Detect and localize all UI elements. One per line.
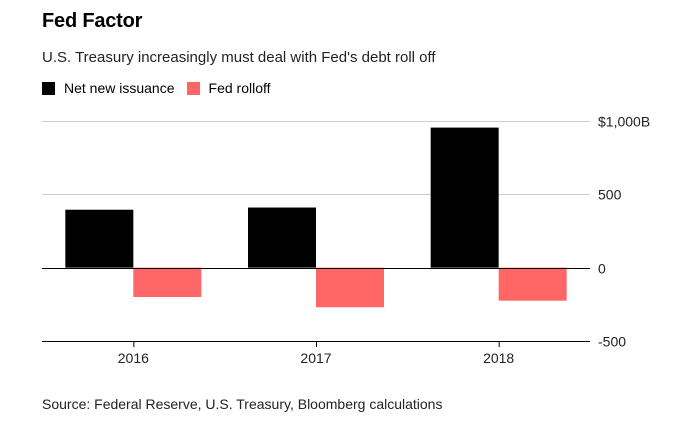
x-tick-label: 2016 <box>118 350 149 366</box>
x-tick-label: 2017 <box>300 350 331 366</box>
bar-fed-rolloff-2016 <box>133 267 202 297</box>
bar-net-new-issuance-2016 <box>65 209 134 268</box>
y-tick-label: -500 <box>598 334 626 350</box>
legend: Net new issuance Fed rolloff <box>42 80 283 96</box>
x-tick-label: 2018 <box>483 350 514 366</box>
bar-fed-rolloff-2017 <box>316 267 384 308</box>
chart-title: Fed Factor <box>42 10 143 32</box>
source-note: Source: Federal Reserve, U.S. Treasury, … <box>42 396 443 412</box>
legend-swatch-net-new-issuance <box>42 81 55 95</box>
legend-item-net-new-issuance: Net new issuance <box>42 80 175 96</box>
y-tick-label: $1,000B <box>598 114 650 130</box>
y-tick-label: 500 <box>598 187 622 203</box>
y-tick-label: 0 <box>598 261 606 277</box>
legend-swatch-fed-rolloff <box>186 81 200 95</box>
bar-net-new-issuance-2018 <box>430 127 499 268</box>
legend-item-fed-rolloff: Fed rolloff <box>186 80 271 96</box>
bar-net-new-issuance-2017 <box>248 207 316 268</box>
legend-label-net-new-issuance: Net new issuance <box>64 80 175 96</box>
legend-label-fed-rolloff: Fed rolloff <box>208 80 271 96</box>
chart-subtitle: U.S. Treasury increasingly must deal wit… <box>42 49 436 66</box>
bar-fed-rolloff-2018 <box>498 267 567 301</box>
